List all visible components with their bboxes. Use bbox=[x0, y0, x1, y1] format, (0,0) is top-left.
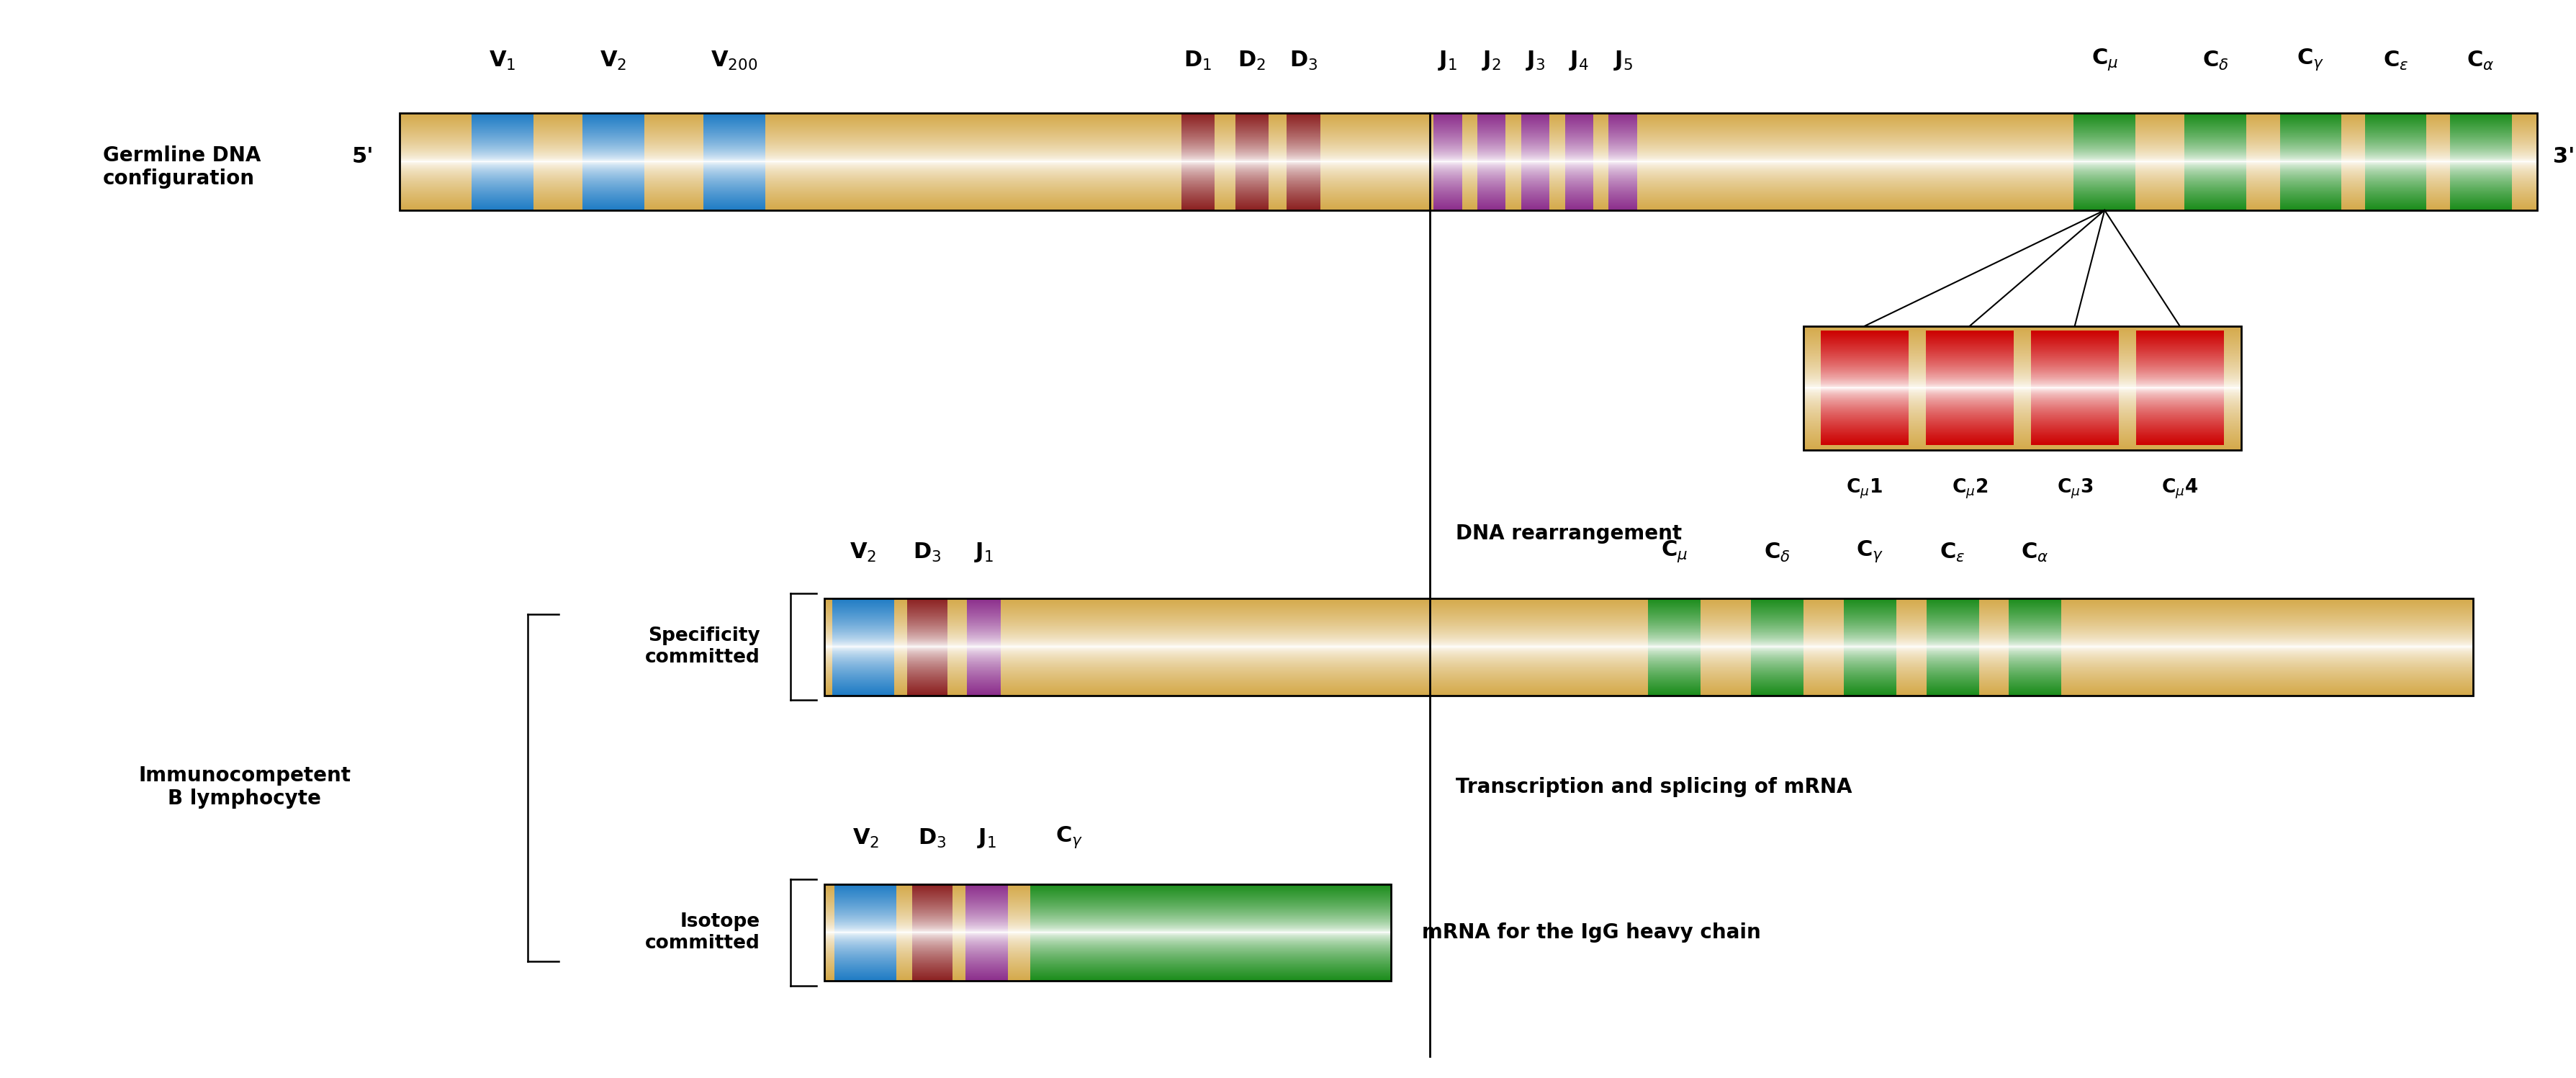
Text: D$_1$: D$_1$ bbox=[1185, 50, 1211, 72]
Text: V$_1$: V$_1$ bbox=[489, 50, 515, 72]
Text: Immunocompetent
B lymphocyte: Immunocompetent B lymphocyte bbox=[139, 765, 350, 808]
Text: C$_\mu$1: C$_\mu$1 bbox=[1847, 476, 1883, 500]
Text: J$_2$: J$_2$ bbox=[1481, 50, 1502, 72]
Text: C$_\gamma$: C$_\gamma$ bbox=[2298, 47, 2324, 72]
Text: D$_3$: D$_3$ bbox=[1288, 50, 1319, 72]
Text: V$_2$: V$_2$ bbox=[600, 50, 626, 72]
Text: J$_3$: J$_3$ bbox=[1525, 50, 1546, 72]
Text: C$_\gamma$: C$_\gamma$ bbox=[1056, 825, 1082, 849]
Text: J$_5$: J$_5$ bbox=[1613, 50, 1633, 72]
Text: D$_3$: D$_3$ bbox=[912, 541, 943, 564]
Text: C$_\gamma$: C$_\gamma$ bbox=[1857, 539, 1883, 564]
Bar bbox=[824, 884, 1391, 981]
Text: C$_\varepsilon$: C$_\varepsilon$ bbox=[1940, 541, 1965, 564]
Text: V$_2$: V$_2$ bbox=[853, 827, 878, 849]
Text: D$_3$: D$_3$ bbox=[917, 827, 948, 849]
Text: DNA rearrangement: DNA rearrangement bbox=[1455, 524, 1682, 543]
Text: C$_\delta$: C$_\delta$ bbox=[1765, 541, 1790, 564]
Text: mRNA for the IgG heavy chain: mRNA for the IgG heavy chain bbox=[1422, 923, 1762, 942]
Text: C$_\mu$: C$_\mu$ bbox=[1662, 539, 1687, 564]
Bar bbox=[824, 598, 2473, 695]
Text: C$_\delta$: C$_\delta$ bbox=[2202, 50, 2228, 72]
Text: C$_\alpha$: C$_\alpha$ bbox=[2468, 50, 2494, 72]
Text: V$_2$: V$_2$ bbox=[850, 541, 876, 564]
Text: C$_\alpha$: C$_\alpha$ bbox=[2022, 541, 2048, 564]
Text: J$_1$: J$_1$ bbox=[1437, 50, 1458, 72]
Text: Isotope
committed: Isotope committed bbox=[644, 912, 760, 953]
Text: 3': 3' bbox=[2553, 146, 2573, 167]
Text: C$_\varepsilon$: C$_\varepsilon$ bbox=[2383, 50, 2409, 72]
Text: 5': 5' bbox=[350, 146, 374, 167]
Bar bbox=[1803, 326, 2241, 450]
Text: C$_\mu$4: C$_\mu$4 bbox=[2161, 476, 2197, 500]
Text: C$_\mu$3: C$_\mu$3 bbox=[2056, 476, 2092, 500]
Text: C$_\mu$: C$_\mu$ bbox=[2092, 47, 2117, 72]
Text: C$_\mu$2: C$_\mu$2 bbox=[1953, 476, 1989, 500]
Text: V$_{200}$: V$_{200}$ bbox=[711, 50, 757, 72]
Text: J$_4$: J$_4$ bbox=[1569, 50, 1589, 72]
Text: Germline DNA
configuration: Germline DNA configuration bbox=[103, 146, 260, 189]
Text: D$_2$: D$_2$ bbox=[1239, 50, 1265, 72]
Text: Specificity
committed: Specificity committed bbox=[644, 626, 760, 667]
Text: J$_1$: J$_1$ bbox=[974, 541, 994, 564]
Text: J$_1$: J$_1$ bbox=[976, 827, 997, 849]
Text: Transcription and splicing of mRNA: Transcription and splicing of mRNA bbox=[1455, 777, 1852, 797]
Bar bbox=[399, 113, 2537, 210]
